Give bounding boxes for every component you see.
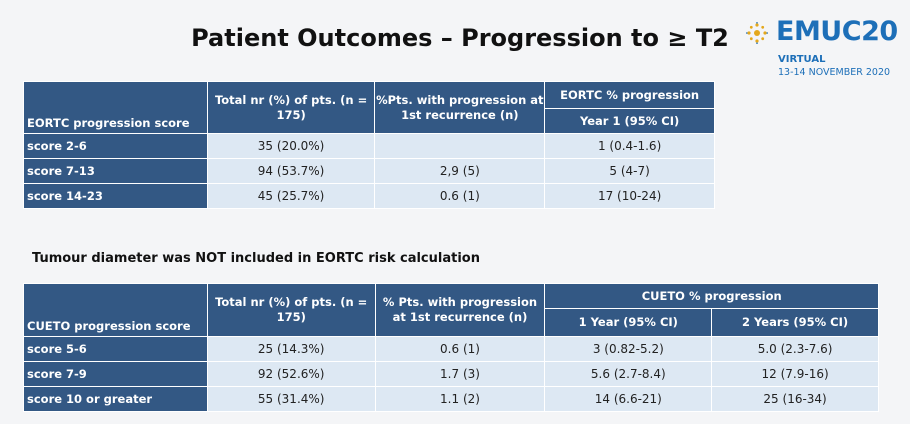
cueto-pct-header: % Pts. with progression at 1st recurrenc… bbox=[374, 283, 546, 337]
row-pct: 0.6 (1) bbox=[374, 183, 546, 209]
slide-title: Patient Outcomes – Progression to ≥ T2 bbox=[191, 24, 729, 52]
row-year1: 3 (0.82-5.2) bbox=[544, 336, 713, 362]
table-row: score 2-6 35 (20.0%) 1 (0.4-1.6) bbox=[23, 133, 715, 159]
row-total: 45 (25.7%) bbox=[206, 183, 376, 209]
row-score: score 7-9 bbox=[23, 361, 208, 387]
row-total: 25 (14.3%) bbox=[206, 336, 376, 362]
table-row: score 7-9 92 (52.6%) 1.7 (3) 5.6 (2.7-8.… bbox=[23, 361, 879, 387]
cueto-year1-header: 1 Year (95% CI) bbox=[544, 308, 713, 337]
logo-virtual: VIRTUAL bbox=[778, 54, 826, 65]
cueto-group-header: CUETO % progression bbox=[544, 283, 879, 309]
row-pct: 0.6 (1) bbox=[374, 336, 546, 362]
row-year1: 1 (0.4-1.6) bbox=[544, 133, 715, 159]
row-year1: 14 (6.6-21) bbox=[544, 386, 713, 412]
row-score: score 7-13 bbox=[23, 158, 208, 184]
table-row: score 14-23 45 (25.7%) 0.6 (1) 17 (10-24… bbox=[23, 183, 715, 209]
table-row: score 10 or greater 55 (31.4%) 1.1 (2) 1… bbox=[23, 386, 879, 412]
row-score: score 10 or greater bbox=[23, 386, 208, 412]
row-total: 94 (53.7%) bbox=[206, 158, 376, 184]
cueto-year2-header: 2 Years (95% CI) bbox=[711, 308, 879, 337]
eortc-score-header: EORTC progression score bbox=[23, 81, 208, 134]
row-total: 35 (20.0%) bbox=[206, 133, 376, 159]
row-total: 55 (31.4%) bbox=[206, 386, 376, 412]
cueto-score-header: CUETO progression score bbox=[23, 283, 208, 337]
cueto-table: CUETO progression score Total nr (%) of … bbox=[23, 283, 879, 412]
row-year1: 5 (4-7) bbox=[544, 158, 715, 184]
row-score: score 2-6 bbox=[23, 133, 208, 159]
row-year2: 5.0 (2.3-7.6) bbox=[711, 336, 879, 362]
row-total: 92 (52.6%) bbox=[206, 361, 376, 387]
logo-year: 20 bbox=[861, 16, 898, 47]
row-pct: 1.1 (2) bbox=[374, 386, 546, 412]
eortc-table: EORTC progression score Total nr (%) of … bbox=[23, 81, 715, 209]
row-pct: 1.7 (3) bbox=[374, 361, 546, 387]
row-year1: 5.6 (2.7-8.4) bbox=[544, 361, 713, 387]
logo-word: EMUC bbox=[776, 16, 862, 47]
table-row: score 7-13 94 (53.7%) 2,9 (5) 5 (4-7) bbox=[23, 158, 715, 184]
row-score: score 14-23 bbox=[23, 183, 208, 209]
row-year1: 17 (10-24) bbox=[544, 183, 715, 209]
logo-wordmark: EMUC20 bbox=[776, 16, 898, 47]
row-pct bbox=[374, 133, 546, 159]
eortc-group-header: EORTC % progression bbox=[544, 81, 715, 109]
table-row: score 5-6 25 (14.3%) 0.6 (1) 3 (0.82-5.2… bbox=[23, 336, 879, 362]
cueto-total-header: Total nr (%) of pts. (n = 175) bbox=[206, 283, 376, 337]
sun-dots-icon bbox=[746, 22, 768, 44]
row-year2: 12 (7.9-16) bbox=[711, 361, 879, 387]
row-pct: 2,9 (5) bbox=[374, 158, 546, 184]
eortc-pct-header: %Pts. with progression at 1st recurrence… bbox=[374, 81, 546, 134]
logo-date: 13-14 NOVEMBER 2020 bbox=[778, 67, 891, 78]
eortc-total-header: Total nr (%) of pts. (n = 175) bbox=[206, 81, 376, 134]
eortc-year1-header: Year 1 (95% CI) bbox=[544, 108, 715, 134]
row-year2: 25 (16-34) bbox=[711, 386, 879, 412]
emuc-logo: EMUC20 VIRTUAL 13-14 NOVEMBER 2020 bbox=[744, 14, 904, 84]
row-score: score 5-6 bbox=[23, 336, 208, 362]
eortc-note: Tumour diameter was NOT included in EORT… bbox=[32, 251, 480, 266]
